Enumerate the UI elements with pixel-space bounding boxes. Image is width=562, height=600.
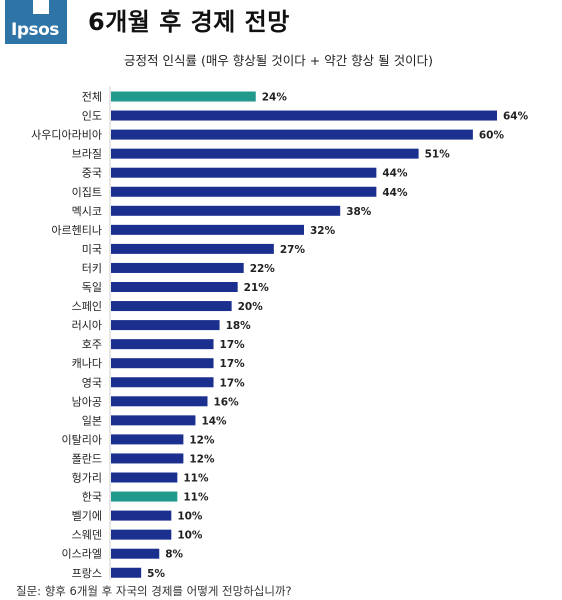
value-label: 38% [346, 206, 372, 218]
value-label: 44% [382, 168, 408, 180]
value-label: 12% [189, 434, 215, 446]
category-label: 사우디아라비아 [31, 129, 102, 142]
highlighted-bar [111, 91, 256, 102]
category-label: 일본 [82, 413, 102, 427]
value-label: 20% [238, 301, 264, 313]
value-label: 17% [220, 377, 246, 389]
chart-subtitle: 긍정적 인식률 (매우 향상될 것이다 + 약간 향상 될 것이다) [124, 53, 433, 68]
value-label: 10% [177, 511, 203, 523]
category-label: 한국 [82, 491, 102, 504]
bar [111, 186, 377, 197]
bar [111, 167, 377, 178]
value-label: 10% [177, 530, 203, 542]
bar [111, 320, 220, 331]
bar [111, 358, 214, 369]
category-label: 캐나다 [72, 357, 102, 370]
bar [111, 262, 244, 273]
category-label: 전체 [82, 91, 102, 104]
value-label: 17% [220, 358, 246, 370]
page-title: 6개월 후 경제 전망 [88, 8, 290, 36]
bar [111, 548, 160, 559]
value-label: 64% [503, 111, 529, 123]
bar [111, 377, 214, 388]
value-label: 51% [425, 149, 451, 161]
logo-text: Ipsos [11, 20, 59, 40]
value-label: 14% [201, 415, 227, 427]
bar [111, 129, 473, 140]
bar [111, 148, 419, 159]
value-label: 24% [262, 92, 288, 104]
bar [111, 453, 184, 464]
value-label: 22% [250, 263, 276, 275]
category-label: 중국 [82, 167, 102, 180]
category-label: 스페인 [72, 300, 102, 313]
bar [111, 415, 196, 426]
category-label: 이스라엘 [62, 548, 102, 561]
bar [111, 339, 214, 350]
bar [111, 529, 172, 540]
value-label: 17% [220, 339, 246, 351]
category-label: 영국 [82, 376, 102, 389]
logo-notch [33, 0, 49, 14]
category-label: 호주 [82, 338, 102, 351]
ipsos-logo: Ipsos [5, 0, 67, 44]
highlighted-bar [111, 491, 178, 502]
category-label: 폴란드 [72, 452, 102, 465]
value-label: 12% [189, 453, 215, 465]
bar [111, 205, 341, 216]
category-label: 인도 [82, 110, 102, 123]
category-label: 브라질 [72, 148, 102, 161]
bar [111, 243, 274, 254]
category-label: 독일 [82, 280, 102, 294]
value-label: 11% [183, 492, 209, 504]
bar [111, 396, 208, 407]
category-label: 프랑스 [72, 567, 102, 580]
value-label: 60% [479, 130, 505, 142]
category-label: 이집트 [72, 186, 102, 199]
bar [111, 110, 497, 121]
survey-question-footnote: 질문: 향후 6개월 후 자국의 경제를 어떻게 전망하십니까? [16, 584, 292, 598]
value-label: 16% [214, 396, 240, 408]
category-label: 멕시코 [72, 205, 102, 218]
category-label: 이탈리아 [62, 433, 102, 446]
bar [111, 434, 184, 445]
bar [111, 472, 178, 483]
category-label: 벨기에 [72, 510, 102, 523]
category-label: 미국 [82, 243, 102, 256]
value-label: 8% [165, 549, 183, 561]
value-label: 11% [183, 473, 209, 485]
bar [111, 510, 172, 521]
category-label: 터키 [82, 262, 102, 275]
value-label: 27% [280, 244, 306, 256]
value-label: 44% [382, 187, 408, 199]
value-label: 18% [226, 320, 252, 332]
category-label: 남아공 [72, 395, 102, 408]
bar [111, 282, 238, 292]
bar [111, 301, 232, 312]
value-label: 5% [147, 568, 165, 580]
category-label: 스웨덴 [72, 529, 102, 542]
value-label: 32% [310, 225, 336, 237]
value-label: 21% [244, 282, 270, 294]
category-label: 아르헨티나 [51, 224, 102, 237]
bar [111, 567, 142, 578]
category-label: 헝가리 [72, 472, 102, 485]
category-label: 러시아 [72, 319, 102, 332]
bar [111, 224, 304, 235]
